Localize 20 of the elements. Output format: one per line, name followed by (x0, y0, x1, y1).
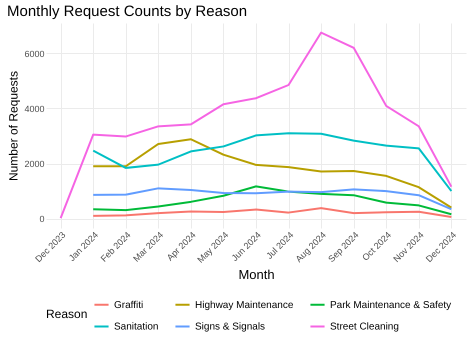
y-tick-label: 2000 (24, 159, 44, 170)
chart-title: Monthly Request Counts by Reason (6, 3, 248, 20)
line-series (92, 207, 452, 218)
legend-label: Graffiti (114, 300, 144, 311)
line-series (92, 185, 452, 216)
y-tick-label: 4000 (24, 104, 44, 114)
line-series (60, 32, 452, 220)
x-axis-title: Month (238, 266, 275, 282)
line-series (92, 187, 452, 210)
y-tick-label: 6000 (24, 48, 44, 59)
y-tick-label: 0 (39, 214, 44, 224)
legend-label: Signs & Signals (195, 322, 266, 332)
legend-title: Reason (46, 307, 88, 321)
legend-label: Sanitation (114, 322, 158, 332)
legend-label: Street Cleaning (330, 322, 399, 332)
legend-label: Highway Maintenance (195, 300, 294, 311)
line-series (92, 138, 452, 209)
legend-label: Park Maintenance & Safety (330, 300, 452, 311)
line-series (92, 132, 452, 192)
y-axis-title: Number of Requests (6, 70, 20, 182)
